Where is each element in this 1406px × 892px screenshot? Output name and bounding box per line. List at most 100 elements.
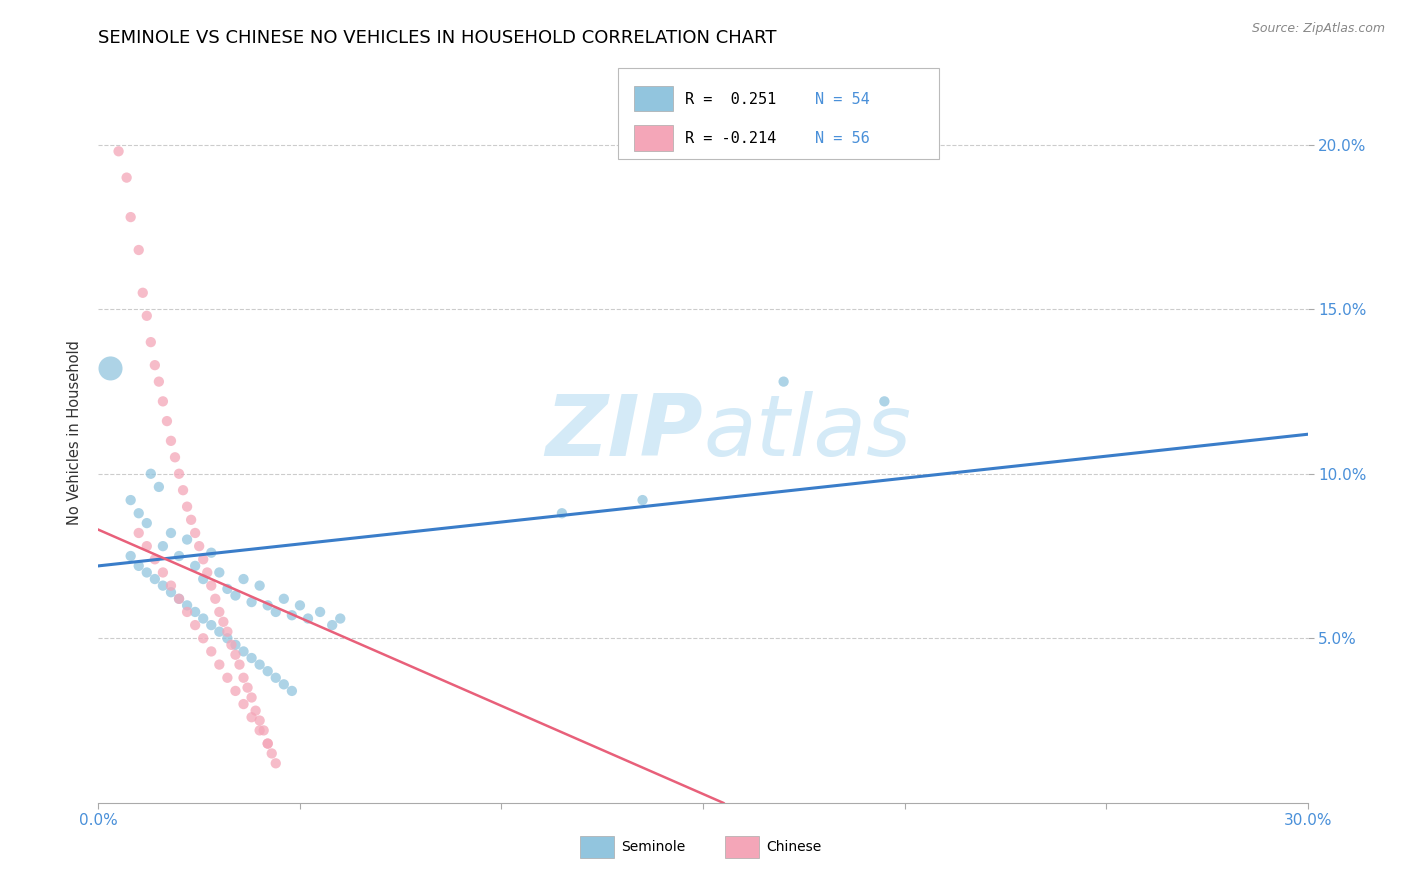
Point: [236, 681, 259, 695]
Point: [224, 589, 246, 603]
Point: [120, 493, 142, 508]
Point: [163, 450, 186, 465]
FancyBboxPatch shape: [579, 836, 613, 858]
FancyBboxPatch shape: [724, 836, 759, 858]
Point: [160, 526, 183, 541]
Point: [184, 526, 207, 541]
Point: [100, 361, 122, 376]
Point: [188, 539, 211, 553]
Point: [281, 684, 304, 698]
Point: [193, 632, 215, 646]
Point: [309, 605, 332, 619]
Point: [128, 526, 150, 541]
Point: [176, 500, 198, 514]
Point: [115, 170, 138, 185]
FancyBboxPatch shape: [619, 69, 939, 159]
Point: [139, 467, 162, 481]
Point: [180, 513, 202, 527]
Point: [256, 737, 278, 751]
Point: [152, 539, 174, 553]
Point: [224, 684, 246, 698]
Point: [184, 605, 207, 619]
Point: [107, 145, 129, 159]
Point: [143, 358, 166, 372]
Point: [228, 657, 250, 672]
Point: [176, 599, 198, 613]
Point: [321, 618, 343, 632]
Point: [240, 595, 263, 609]
Point: [273, 677, 295, 691]
Point: [232, 572, 254, 586]
Point: [212, 615, 235, 629]
Point: [224, 638, 246, 652]
Point: [232, 697, 254, 711]
Point: [143, 552, 166, 566]
Point: [184, 558, 207, 573]
Point: [193, 572, 215, 586]
Text: Source: ZipAtlas.com: Source: ZipAtlas.com: [1251, 22, 1385, 36]
Point: [120, 210, 142, 224]
Point: [240, 651, 263, 665]
Point: [249, 723, 271, 738]
Point: [152, 579, 174, 593]
Point: [245, 704, 267, 718]
Point: [232, 644, 254, 658]
Point: [148, 375, 170, 389]
Point: [200, 618, 222, 632]
Point: [200, 579, 222, 593]
Point: [135, 516, 157, 530]
Point: [152, 566, 174, 580]
Point: [297, 611, 319, 625]
Point: [139, 335, 162, 350]
Point: [143, 572, 166, 586]
Text: R =  0.251: R = 0.251: [685, 92, 776, 107]
Point: [184, 618, 207, 632]
Point: [204, 591, 226, 606]
Point: [217, 582, 239, 596]
Point: [135, 309, 157, 323]
Point: [208, 566, 231, 580]
Text: N = 54: N = 54: [815, 92, 870, 107]
Point: [160, 434, 183, 448]
Point: [160, 579, 183, 593]
Point: [260, 747, 283, 761]
Point: [217, 632, 239, 646]
Point: [156, 414, 179, 428]
Point: [217, 671, 239, 685]
Text: Chinese: Chinese: [766, 840, 821, 855]
Point: [208, 624, 231, 639]
Point: [240, 690, 263, 705]
Point: [176, 533, 198, 547]
Point: [195, 566, 218, 580]
Point: [167, 467, 190, 481]
Point: [152, 394, 174, 409]
Point: [281, 608, 304, 623]
Point: [264, 605, 287, 619]
Point: [264, 671, 287, 685]
Point: [208, 657, 231, 672]
Text: atlas: atlas: [703, 391, 911, 475]
Point: [120, 549, 142, 563]
Point: [128, 558, 150, 573]
Point: [551, 506, 574, 520]
Point: [256, 737, 278, 751]
Point: [167, 549, 190, 563]
FancyBboxPatch shape: [634, 87, 672, 112]
Text: ZIP: ZIP: [546, 391, 703, 475]
Point: [208, 605, 231, 619]
Text: SEMINOLE VS CHINESE NO VEHICLES IN HOUSEHOLD CORRELATION CHART: SEMINOLE VS CHINESE NO VEHICLES IN HOUSE…: [98, 29, 778, 47]
Point: [160, 585, 183, 599]
Text: R = -0.214: R = -0.214: [685, 131, 776, 146]
Point: [772, 375, 794, 389]
Point: [240, 710, 263, 724]
Text: Seminole: Seminole: [621, 840, 685, 855]
Point: [253, 723, 276, 738]
Point: [132, 285, 155, 300]
Point: [176, 605, 198, 619]
Point: [148, 480, 170, 494]
Point: [224, 648, 246, 662]
Point: [167, 591, 190, 606]
Point: [193, 552, 215, 566]
Point: [167, 591, 190, 606]
Point: [329, 611, 352, 625]
